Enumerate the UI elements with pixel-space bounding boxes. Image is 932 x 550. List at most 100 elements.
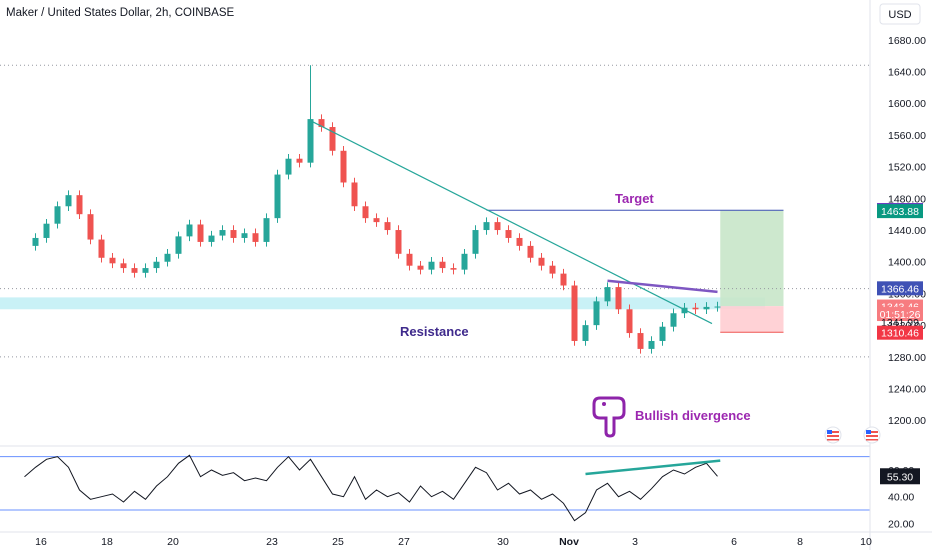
candle-body: [252, 233, 259, 242]
price-tick-label: 1640.00: [888, 67, 926, 79]
time-tick-label: 6: [731, 536, 737, 548]
time-tick-label: 27: [398, 536, 410, 548]
time-tick-label: 8: [797, 536, 803, 548]
time-tick-label: 18: [101, 536, 113, 548]
candle-body: [615, 287, 622, 310]
divergence-annotation: Bullish divergence: [635, 408, 751, 423]
chart-title: Maker / United States Dollar, 2h, COINBA…: [6, 7, 235, 19]
candle-body: [472, 230, 479, 254]
candle-body: [417, 265, 424, 270]
drawing-lines-layer[interactable]: [310, 120, 718, 325]
candle-body: [395, 230, 402, 254]
price-tag-label: 01:51:26: [880, 309, 921, 321]
price-tag-label: 1310.46: [881, 328, 919, 340]
candle-body: [516, 237, 523, 246]
candle-body: [439, 261, 446, 269]
candle-body: [406, 253, 413, 266]
candle-body: [626, 309, 633, 334]
price-tick-label: 1280.00: [888, 352, 926, 364]
time-tick-label: 30: [497, 536, 509, 548]
candle-body: [54, 206, 61, 224]
resistance-zone: [0, 297, 765, 310]
candle-body: [263, 218, 270, 242]
candles-layer: [32, 65, 721, 354]
candle-body: [230, 230, 237, 238]
price-tick-label: 1600.00: [888, 98, 926, 110]
candle-body: [153, 261, 160, 269]
trendline: [310, 120, 713, 325]
candle-body: [98, 239, 105, 258]
price-tick-label: 1200.00: [888, 415, 926, 427]
candle-body: [120, 263, 127, 269]
candle-body: [637, 333, 644, 349]
price-tick-label: 1240.00: [888, 384, 926, 396]
candle-body: [461, 253, 468, 270]
candle-body: [43, 223, 50, 238]
time-tick-label: 10: [860, 536, 872, 548]
price-tag-label: 1366.46: [881, 283, 919, 295]
candle-body: [307, 119, 314, 163]
candle-body: [648, 340, 655, 349]
candle-body: [175, 236, 182, 254]
price-tick-label: 1520.00: [888, 162, 926, 174]
resistance-annotation: Resistance: [400, 324, 469, 339]
candle-body: [428, 261, 435, 270]
candle-body: [373, 218, 380, 223]
time-tick-label: Nov: [559, 536, 579, 548]
candle-body: [384, 222, 391, 231]
rsi-pane: [0, 445, 870, 522]
time-tick-label: 25: [332, 536, 344, 548]
candle-body: [692, 307, 699, 310]
candle-body: [593, 301, 600, 326]
us-flag-icon[interactable]: [863, 426, 881, 444]
candle-body: [703, 306, 710, 310]
time-tick-label: 23: [266, 536, 278, 548]
candle-body: [318, 119, 325, 128]
candle-body: [219, 230, 226, 236]
rsi-value-tag: [880, 468, 920, 485]
candle-body: [296, 158, 303, 163]
price-tag: [877, 281, 923, 296]
candle-body: [109, 257, 116, 264]
rsi-divergence-line: [585, 459, 721, 476]
rsi-tick-label: 20.00: [888, 518, 914, 530]
candle-body: [450, 268, 457, 270]
rsi-tick-label: 40.00: [888, 492, 914, 504]
target-zone: [720, 210, 784, 307]
rsi-value-label: 55.30: [887, 471, 913, 483]
candle-body: [131, 268, 138, 273]
candle-body: [142, 268, 149, 273]
candle-body: [483, 222, 490, 231]
candle-body: [340, 150, 347, 183]
price-tags-layer: 55.301465.291463.881366.461343.4601:51:2…: [877, 202, 923, 485]
rsi-line: [24, 454, 718, 522]
candle-body: [571, 285, 578, 341]
time-tick-label: 20: [167, 536, 179, 548]
candle-body: [274, 174, 281, 219]
candle-body: [659, 326, 666, 341]
candle-body: [549, 265, 556, 274]
time-tick-label: 3: [632, 536, 638, 548]
price-tick-label: 1560.00: [888, 130, 926, 142]
zones-layer: [0, 209, 784, 333]
candle-body: [505, 230, 512, 238]
price-tick-label: 1680.00: [888, 35, 926, 47]
candle-body: [186, 224, 193, 237]
candle-body: [164, 253, 171, 262]
price-tag: [877, 325, 923, 340]
candle-body: [362, 206, 369, 219]
price-tag-label: 1463.88: [881, 206, 919, 218]
us-flag-icon[interactable]: [824, 426, 842, 444]
candle-body: [538, 257, 545, 266]
candle-body: [714, 306, 721, 308]
candle-body: [87, 214, 94, 240]
price-tick-label: 1480.00: [888, 193, 926, 205]
candle-body: [494, 222, 501, 231]
candle-body: [32, 237, 39, 246]
currency-button[interactable]: [879, 3, 921, 25]
target-annotation: Target: [615, 191, 654, 206]
price-tag: [877, 204, 923, 219]
price-divergence-line: [607, 279, 718, 294]
